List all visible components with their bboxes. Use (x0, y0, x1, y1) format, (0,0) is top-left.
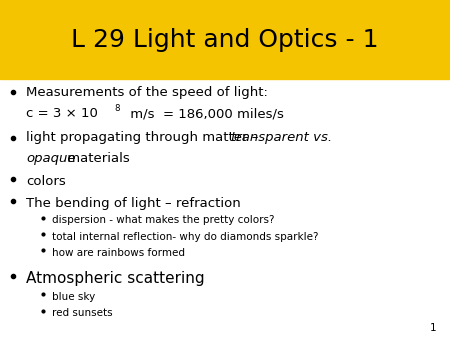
Text: transparent vs.: transparent vs. (231, 131, 333, 144)
Text: c = 3 × 10: c = 3 × 10 (26, 107, 98, 120)
Text: opaque: opaque (26, 152, 76, 165)
Text: dispersion - what makes the pretty colors?: dispersion - what makes the pretty color… (52, 215, 274, 225)
Text: how are rainbows formed: how are rainbows formed (52, 248, 185, 258)
Text: The bending of light – refraction: The bending of light – refraction (26, 197, 241, 210)
Text: Atmospheric scattering: Atmospheric scattering (26, 271, 205, 286)
Text: blue sky: blue sky (52, 292, 95, 302)
Text: 1: 1 (430, 323, 436, 333)
Text: colors: colors (26, 175, 66, 188)
Text: Measurements of the speed of light:: Measurements of the speed of light: (26, 86, 268, 99)
Text: materials: materials (63, 152, 130, 165)
Text: m/s  = 186,000 miles/s: m/s = 186,000 miles/s (126, 107, 284, 120)
Text: red sunsets: red sunsets (52, 308, 112, 318)
Bar (0, 0, 450, 79)
Text: L 29 Light and Optics - 1: L 29 Light and Optics - 1 (71, 28, 379, 52)
Text: total internal reflection- why do diamonds sparkle?: total internal reflection- why do diamon… (52, 232, 318, 242)
Text: light propagating through matter –: light propagating through matter – (26, 131, 263, 144)
Text: 8: 8 (115, 104, 120, 114)
